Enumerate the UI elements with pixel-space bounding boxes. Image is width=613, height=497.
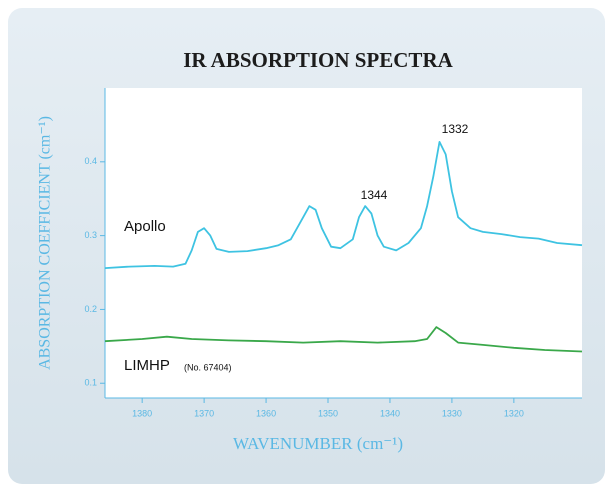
series-note: (No. 67404) bbox=[184, 362, 232, 372]
x-tick-label: 1370 bbox=[194, 408, 214, 418]
x-tick-label: 1330 bbox=[442, 408, 462, 418]
series-label: Apollo bbox=[124, 218, 166, 235]
x-tick-label: 1320 bbox=[504, 408, 524, 418]
peak-label: 1332 bbox=[442, 122, 469, 136]
x-tick-label: 1360 bbox=[256, 408, 276, 418]
y-axis-label: ABSORPTION COEFFICIENT (cm⁻¹) bbox=[37, 116, 54, 370]
y-tick-label: 0.2 bbox=[84, 304, 97, 314]
series-label: LIMHP bbox=[124, 357, 170, 374]
y-tick-label: 0.4 bbox=[84, 156, 97, 166]
series-line bbox=[104, 141, 583, 269]
x-tick-label: 1340 bbox=[380, 408, 400, 418]
x-tick-label: 1380 bbox=[132, 408, 152, 418]
y-tick-label: 0.3 bbox=[84, 230, 97, 240]
peak-label: 1344 bbox=[361, 188, 388, 202]
chart-title: IR ABSORPTION SPECTRA bbox=[183, 48, 453, 72]
series-line bbox=[104, 326, 583, 353]
y-tick-label: 0.1 bbox=[84, 378, 97, 388]
x-tick-label: 1350 bbox=[318, 408, 338, 418]
x-axis-label: WAVENUMBER (cm⁻¹) bbox=[233, 434, 403, 453]
plot-area bbox=[105, 88, 582, 398]
